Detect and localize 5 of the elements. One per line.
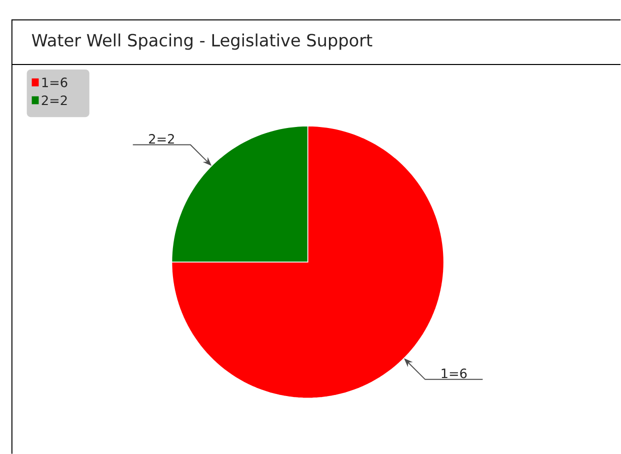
legend-label: 1=6 [42,77,68,88]
legend-label: 2=2 [42,95,67,105]
slice-label: 2=2 [149,134,174,144]
chart-title: Water Well Spacing - Legislative Support [32,33,372,50]
slice-label: 1=6 [442,368,467,378]
